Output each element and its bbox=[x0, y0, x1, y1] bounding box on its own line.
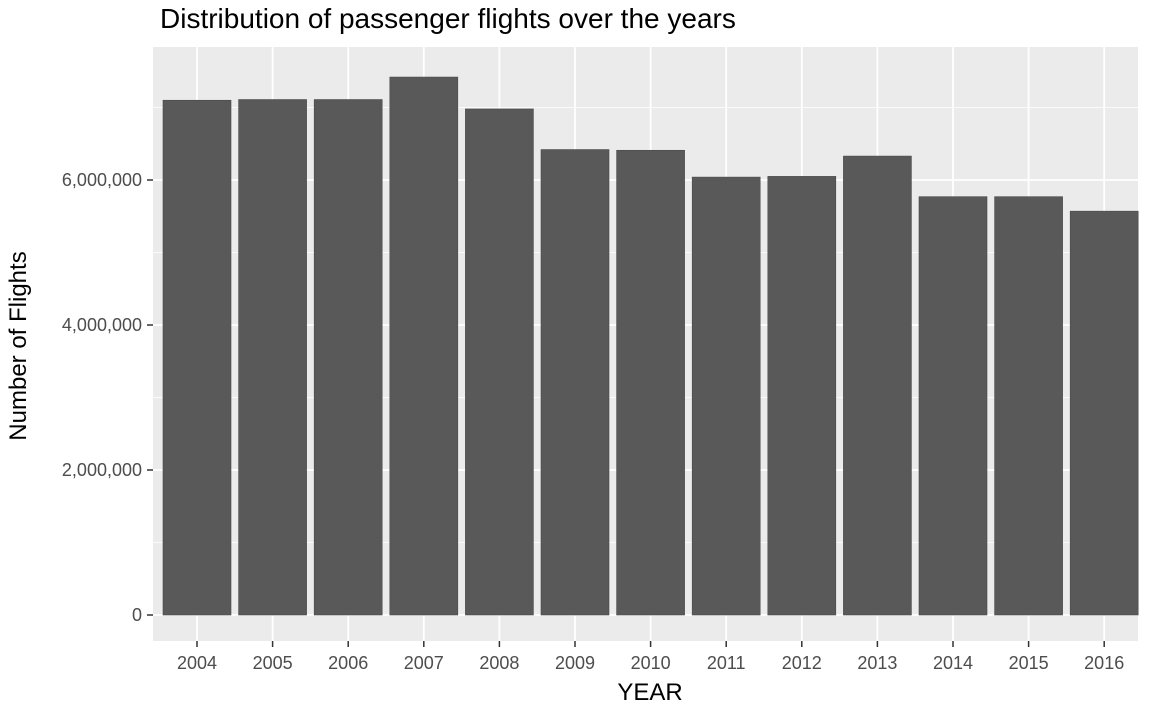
x-tick-label: 2012 bbox=[782, 653, 822, 673]
x-tick-label: 2010 bbox=[631, 653, 671, 673]
chart-title: Distribution of passenger flights over t… bbox=[160, 3, 736, 34]
bar-2010 bbox=[616, 149, 685, 616]
y-tick-label: 4,000,000 bbox=[62, 315, 142, 335]
x-tick-label: 2014 bbox=[933, 653, 973, 673]
bar-2011 bbox=[691, 176, 761, 616]
x-axis-title: YEAR bbox=[617, 679, 682, 705]
bar-2008 bbox=[465, 108, 534, 616]
bar-2012 bbox=[767, 176, 837, 616]
x-tick-label: 2006 bbox=[328, 653, 368, 673]
bars bbox=[162, 76, 1139, 616]
bar-2016 bbox=[1069, 210, 1139, 616]
y-axis-title: Number of Flights bbox=[5, 251, 32, 440]
bar-2007 bbox=[389, 76, 459, 616]
y-tick-label: 2,000,000 bbox=[62, 460, 142, 480]
x-tick-label: 2015 bbox=[1009, 653, 1049, 673]
y-tick-label: 0 bbox=[132, 605, 142, 625]
bar-2015 bbox=[994, 196, 1063, 616]
y-axis: 0 2,000,000 4,000,000 6,000,000 bbox=[62, 170, 153, 625]
x-tick-label: 2007 bbox=[404, 653, 444, 673]
bar-2014 bbox=[918, 196, 988, 616]
x-tick-label: 2009 bbox=[555, 653, 595, 673]
bar-2006 bbox=[313, 99, 383, 616]
bar-2005 bbox=[238, 99, 307, 616]
x-tick-label: 2013 bbox=[857, 653, 897, 673]
bar-2004 bbox=[162, 99, 232, 616]
bar-2013 bbox=[843, 155, 912, 616]
y-tick-label: 6,000,000 bbox=[62, 170, 142, 190]
x-tick-label: 2016 bbox=[1084, 653, 1124, 673]
x-tick-label: 2008 bbox=[479, 653, 519, 673]
bar-2009 bbox=[540, 149, 610, 616]
x-tick-label: 2005 bbox=[253, 653, 293, 673]
x-tick-label: 2011 bbox=[707, 653, 746, 673]
x-tick-label: 2004 bbox=[177, 653, 217, 673]
x-axis: 2004 2005 2006 2007 2008 2009 2010 2011 2012 2013… bbox=[177, 641, 1124, 673]
